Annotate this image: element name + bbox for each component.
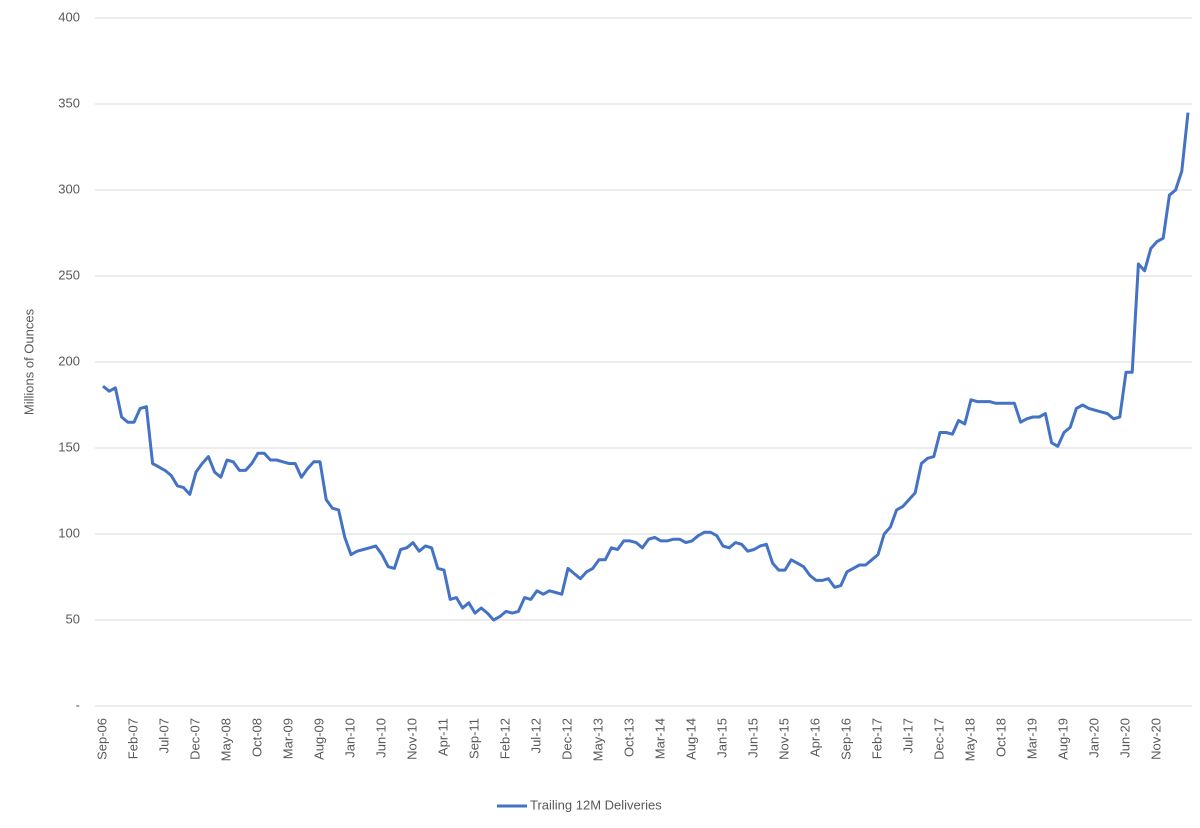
y-tick-label: 100 [58, 525, 80, 540]
x-tick-label: Jun-20 [1117, 718, 1132, 758]
x-tick-label: Jul-07 [156, 718, 171, 753]
x-tick-label: Nov-20 [1148, 718, 1163, 760]
x-tick-label: Apr-11 [435, 718, 450, 756]
y-tick-label: 150 [58, 439, 80, 454]
x-tick-label: Nov-10 [404, 718, 419, 760]
x-tick-label: Dec-17 [931, 718, 946, 760]
y-tick-label: 200 [58, 353, 80, 368]
x-tick-label: Oct-08 [249, 718, 264, 757]
x-tick-label: May-13 [590, 718, 605, 761]
x-tick-label: Aug-19 [1055, 718, 1070, 760]
x-tick-label: Sep-06 [94, 718, 109, 760]
x-tick-label: Feb-17 [869, 718, 884, 759]
x-tick-label: Sep-16 [838, 718, 853, 760]
x-tick-label: Sep-11 [466, 718, 481, 759]
x-tick-label: Mar-19 [1024, 718, 1039, 759]
x-tick-label: Mar-09 [280, 718, 295, 759]
x-tick-label: May-08 [218, 718, 233, 761]
y-axis-label: Millions of Ounces [21, 308, 36, 415]
x-tick-label: Mar-14 [652, 718, 667, 759]
x-tick-label: Jul-17 [900, 718, 915, 753]
x-tick-label: Jan-20 [1086, 718, 1101, 758]
y-tick-label: 400 [58, 9, 80, 24]
x-tick-label: May-18 [962, 718, 977, 761]
x-tick-label: Nov-15 [776, 718, 791, 760]
x-tick-label: Jul-12 [528, 718, 543, 753]
x-tick-label: Dec-07 [187, 718, 202, 760]
x-tick-label: Aug-14 [683, 718, 698, 760]
x-tick-label: Feb-07 [125, 718, 140, 759]
x-tick-label: Jun-10 [373, 718, 388, 758]
y-tick-label: - [76, 697, 80, 712]
x-tick-label: Aug-09 [311, 718, 326, 760]
x-tick-label: Jan-15 [714, 718, 729, 758]
x-tick-label: Jan-10 [342, 718, 357, 758]
y-tick-label: 350 [58, 95, 80, 110]
y-tick-label: 250 [58, 267, 80, 282]
x-tick-label: Jun-15 [745, 718, 760, 758]
x-tick-label: Dec-12 [559, 718, 574, 760]
x-tick-label: Feb-12 [497, 718, 512, 759]
x-tick-label: Oct-13 [621, 718, 636, 757]
legend-label: Trailing 12M Deliveries [530, 797, 662, 812]
y-tick-label: 300 [58, 181, 80, 196]
y-tick-label: 50 [66, 611, 80, 626]
x-tick-label: Apr-16 [807, 718, 822, 757]
x-tick-label: Oct-18 [993, 718, 1008, 757]
data-line [102, 112, 1190, 622]
